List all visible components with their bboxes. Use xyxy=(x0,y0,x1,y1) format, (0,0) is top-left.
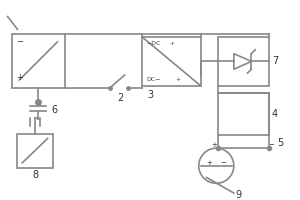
Text: −: − xyxy=(268,142,274,148)
Circle shape xyxy=(199,148,234,183)
Text: 6: 6 xyxy=(52,105,58,115)
Text: +: + xyxy=(169,41,175,46)
Text: 2: 2 xyxy=(118,93,124,103)
Text: +: + xyxy=(16,73,23,82)
Bar xyxy=(218,93,269,135)
Text: 9: 9 xyxy=(236,190,242,200)
Text: +: + xyxy=(206,160,212,166)
Bar xyxy=(142,37,201,86)
Text: DC−: DC− xyxy=(146,77,160,82)
Text: −: − xyxy=(16,37,23,46)
Text: 4: 4 xyxy=(272,109,278,119)
Text: +: + xyxy=(212,142,217,148)
Bar xyxy=(17,134,52,168)
Text: 7: 7 xyxy=(272,56,278,66)
Text: −DC: −DC xyxy=(146,41,160,46)
Text: 5: 5 xyxy=(277,138,283,148)
Bar xyxy=(218,37,269,86)
Text: −: − xyxy=(220,160,226,166)
Text: 3: 3 xyxy=(147,90,153,100)
Text: +: + xyxy=(176,77,181,82)
Bar xyxy=(12,34,65,88)
Text: 8: 8 xyxy=(32,170,38,180)
